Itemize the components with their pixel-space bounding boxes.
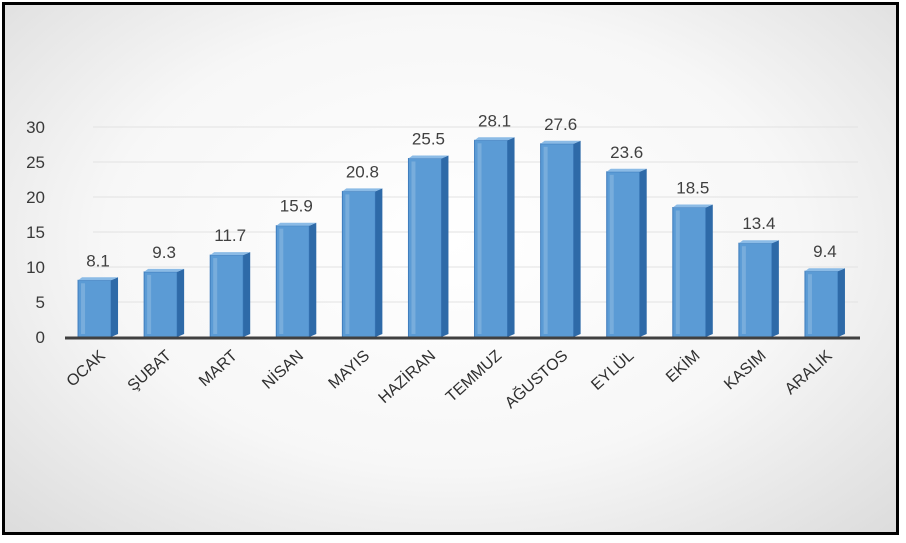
data-label: 18.5	[676, 179, 709, 198]
y-tick-label: 5	[36, 293, 45, 312]
bar-chart: 0 5 10 15 20 25 30 8.1 9.3 11.7 15.9 20.8 25.5 28.1 2…	[26, 111, 860, 412]
bar-eylül	[606, 168, 647, 338]
bar-front	[672, 207, 707, 338]
bar-top	[738, 240, 779, 244]
bar-ağustos	[540, 140, 581, 338]
y-tick-label: 20	[26, 188, 45, 207]
category-label: EKİM	[662, 346, 704, 386]
bar-temmuz	[474, 137, 515, 338]
bar-side	[771, 240, 779, 337]
bar-front	[738, 242, 773, 338]
bar-kasim	[738, 240, 779, 338]
bar-top	[672, 204, 713, 208]
category-label: EYLÜL	[588, 347, 638, 394]
bar-highlight	[81, 283, 86, 334]
bars	[77, 137, 845, 338]
bar-side	[507, 137, 515, 337]
bar-highlight	[147, 274, 152, 334]
chart-frame: 0 5 10 15 20 25 30 8.1 9.3 11.7 15.9 20.8 25.5 28.1 2…	[2, 2, 899, 535]
data-labels: 8.1 9.3 11.7 15.9 20.8 25.5 28.1 27.6 23.6 18.5 13…	[86, 111, 837, 270]
bar-eki̇m	[672, 204, 713, 338]
category-label: MART	[196, 347, 241, 390]
category-label: NİSAN	[258, 346, 307, 393]
bar-ocak	[77, 277, 119, 338]
bar-highlight	[213, 258, 218, 334]
bar-şubat	[143, 268, 185, 338]
category-label: OCAK	[64, 347, 109, 390]
y-tick-label: 0	[36, 328, 45, 347]
data-label: 9.4	[813, 242, 837, 261]
bar-side	[309, 222, 317, 337]
bar-side	[243, 252, 251, 337]
category-label: HAZİRAN	[374, 346, 439, 407]
category-label: KASIM	[721, 347, 769, 393]
y-axis-ticks: 0 5 10 15 20 25 30	[26, 118, 45, 347]
bar-highlight	[345, 194, 350, 334]
y-tick-label: 15	[26, 223, 45, 242]
bar-side	[573, 140, 581, 337]
bar-highlight	[609, 174, 614, 334]
category-label: TEMMUZ	[443, 347, 505, 406]
bar-front	[474, 139, 509, 338]
bar-side	[441, 155, 449, 337]
data-label: 15.9	[280, 197, 313, 216]
bar-highlight	[675, 210, 680, 334]
bar-front	[407, 158, 442, 338]
data-label: 8.1	[86, 251, 110, 270]
bar-mayis	[341, 188, 383, 338]
bar-highlight	[477, 143, 482, 334]
bar-side	[705, 204, 713, 337]
bar-front	[540, 143, 575, 338]
bar-top	[474, 137, 515, 141]
data-label: 11.7	[214, 226, 246, 245]
category-label: AĞUSTOS	[501, 346, 572, 412]
bar-highlight	[279, 228, 284, 334]
bar-aralik	[804, 268, 845, 338]
bar-highlight	[411, 161, 416, 334]
bar-side	[639, 168, 647, 337]
bar-top	[606, 168, 647, 172]
y-tick-label: 25	[26, 153, 45, 172]
bar-top	[408, 155, 449, 159]
x-axis-categories: OCAK ŞUBAT MART NİSAN MAYIS HAZİRAN TEMMUZAĞUS…	[64, 346, 836, 412]
bar-side	[375, 188, 383, 337]
data-label: 28.1	[478, 111, 511, 130]
bar-ni̇san	[275, 222, 317, 338]
bar-side	[177, 268, 185, 337]
data-label: 9.3	[152, 243, 176, 262]
bar-top	[540, 140, 581, 144]
bar-hazi̇ran	[407, 155, 449, 338]
bar-highlight	[543, 146, 548, 334]
data-label: 23.6	[610, 143, 643, 162]
bar-mart	[209, 252, 251, 338]
data-label: 27.6	[544, 115, 577, 134]
category-label: ARALIK	[782, 347, 836, 398]
data-label: 25.5	[412, 130, 445, 149]
bar-front	[341, 190, 376, 338]
category-label: ŞUBAT	[125, 347, 175, 395]
bar-highlight	[741, 246, 746, 334]
bar-top	[804, 268, 845, 272]
y-tick-label: 10	[26, 258, 45, 277]
data-label: 20.8	[346, 162, 379, 181]
bar-top	[210, 252, 251, 256]
data-label: 13.4	[742, 214, 775, 233]
bar-side	[837, 268, 845, 337]
bar-top	[144, 268, 185, 272]
bar-highlight	[807, 274, 812, 334]
bar-top	[342, 188, 383, 192]
bar-top	[276, 222, 317, 226]
bar-top	[78, 277, 119, 281]
y-tick-label: 30	[26, 118, 45, 137]
bar-side	[111, 277, 119, 337]
category-label: MAYIS	[326, 347, 373, 392]
